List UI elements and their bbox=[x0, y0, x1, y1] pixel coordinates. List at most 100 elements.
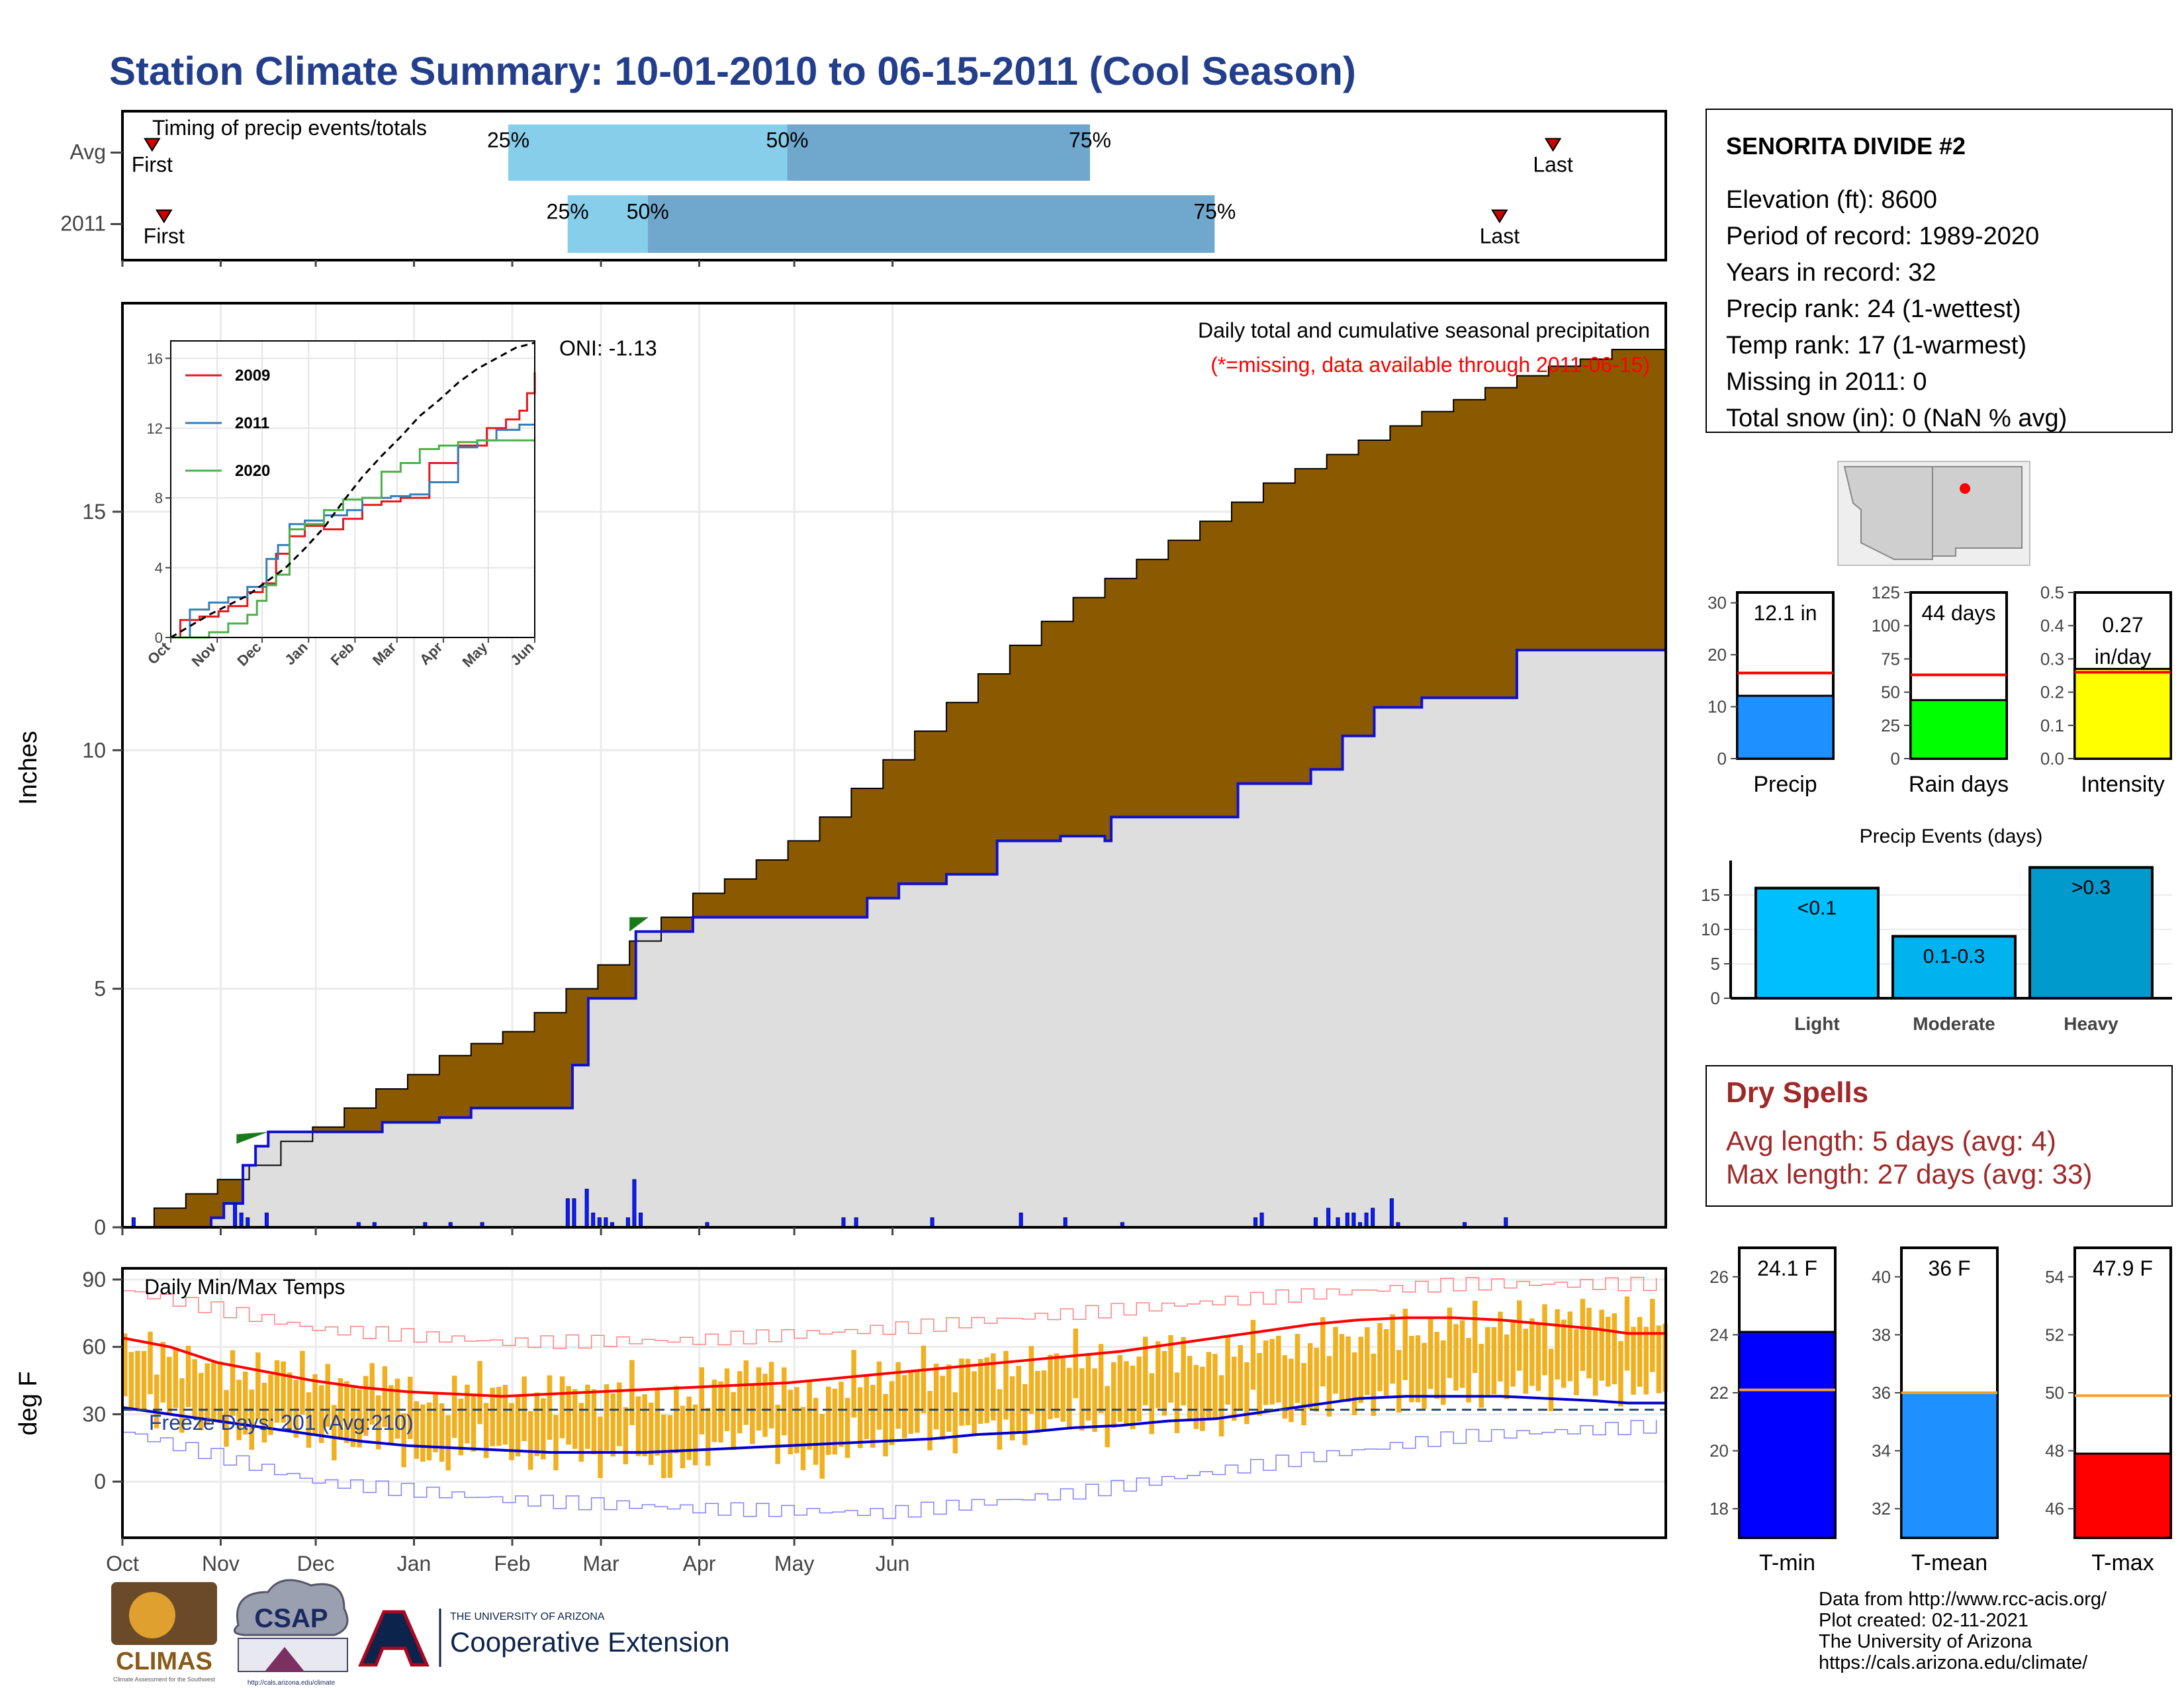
temp-daily-bar bbox=[1048, 1354, 1053, 1420]
temp-daily-bar bbox=[1466, 1338, 1471, 1403]
timing-bar-q2 bbox=[787, 124, 1090, 181]
dry-spells-frame bbox=[1706, 1065, 2173, 1207]
temp-summary-ytick-label: 26 bbox=[1709, 1267, 1729, 1287]
timing-q50-label: 50% bbox=[627, 200, 669, 224]
temp-daily-bar bbox=[711, 1380, 717, 1442]
temp-daily-bar bbox=[832, 1388, 838, 1455]
events-bar-moderate bbox=[1891, 935, 2017, 1000]
temp-daily-bar bbox=[1136, 1356, 1142, 1422]
temp-daily-bar bbox=[1592, 1329, 1598, 1396]
temp-daily-bar bbox=[921, 1345, 927, 1413]
temp-panel: 0 30 60 90 Oct Nov Dec Jan Feb Mar Apr May Jun Dail… bbox=[15, 1267, 1668, 1575]
temp-daily-bar bbox=[1650, 1299, 1655, 1372]
temp-daily-bar bbox=[762, 1374, 768, 1437]
temp-summary-bars: 24.1 F 18 20 22 24 26 T-min 36 F 32 34 36 38 40 T-mea… bbox=[1709, 1246, 2172, 1575]
temp-daily-bar bbox=[1447, 1307, 1453, 1378]
temp-daily-bar bbox=[236, 1380, 242, 1440]
daily-precip-bar bbox=[572, 1198, 576, 1228]
mini-bar-label: Intensity bbox=[2081, 772, 2165, 797]
temp-daily-bar bbox=[794, 1387, 799, 1454]
temp-daily-bar bbox=[122, 1333, 128, 1397]
timing-bar-q1 bbox=[508, 124, 788, 181]
temp-daily-bar bbox=[433, 1391, 438, 1453]
temp-daily-bar bbox=[1561, 1319, 1567, 1388]
temp-daily-bar bbox=[1428, 1319, 1433, 1389]
temp-summary-bar-t-max bbox=[2073, 1452, 2172, 1539]
month-label: May bbox=[774, 1552, 814, 1575]
temp-daily-bar bbox=[991, 1353, 996, 1421]
temp-daily-bar bbox=[1156, 1341, 1161, 1409]
daily-precip-bar bbox=[841, 1217, 846, 1228]
timing-marker bbox=[1491, 209, 1508, 224]
temp-summary-value-label: 47.9 F bbox=[2093, 1256, 2153, 1280]
precip-ytick-label: 5 bbox=[94, 977, 106, 1001]
station-info-line: Years in record: 32 bbox=[1726, 259, 1936, 287]
events-ytick-label: 5 bbox=[1711, 954, 1720, 974]
cumulative-avg-area bbox=[122, 650, 1666, 1227]
temp-daily-bar bbox=[249, 1389, 255, 1450]
climas-subtitle: Climate Assessment for the Southwest bbox=[113, 1676, 216, 1683]
temp-daily-bar bbox=[192, 1359, 197, 1419]
temp-summary-label: T-max bbox=[2091, 1550, 2154, 1575]
temp-daily-bar bbox=[141, 1350, 147, 1410]
temp-daily-bar bbox=[737, 1371, 743, 1434]
events-category-label: Heavy bbox=[2064, 1013, 2118, 1034]
temp-daily-bar bbox=[908, 1371, 914, 1434]
temp-daily-bar bbox=[1206, 1352, 1212, 1419]
temp-daily-bar bbox=[895, 1362, 901, 1429]
temp-daily-bar bbox=[318, 1385, 324, 1443]
temp-summary-ytick-label: 52 bbox=[2045, 1325, 2064, 1344]
daily-precip-bar bbox=[246, 1217, 250, 1228]
missing-note: (*=missing, data available through 2011-… bbox=[1210, 353, 1650, 377]
temp-daily-bar bbox=[1276, 1335, 1281, 1403]
csap-mountain bbox=[265, 1647, 304, 1671]
temp-daily-bar bbox=[128, 1352, 134, 1411]
temp-daily-bar bbox=[1491, 1327, 1497, 1395]
temp-daily-bar bbox=[1586, 1307, 1592, 1379]
temp-daily-bar bbox=[502, 1385, 508, 1445]
temp-daily-bar bbox=[1535, 1324, 1541, 1391]
temp-daily-bar bbox=[1117, 1355, 1123, 1422]
temp-daily-bar bbox=[1269, 1338, 1275, 1405]
temp-ytick-label: 0 bbox=[94, 1470, 106, 1493]
temp-daily-bar bbox=[465, 1384, 470, 1444]
inset-ytick-label: 0 bbox=[155, 630, 163, 646]
inset-legend-label: 2020 bbox=[235, 462, 270, 480]
temp-summary-value-label: 24.1 F bbox=[1757, 1256, 1817, 1280]
temp-daily-bar bbox=[287, 1372, 293, 1432]
temp-daily-bar bbox=[173, 1348, 179, 1409]
precip-ylabel: Inches bbox=[15, 731, 42, 805]
temp-summary-ytick-label: 24 bbox=[1709, 1325, 1729, 1344]
daily-precip-bar bbox=[239, 1212, 244, 1228]
temp-daily-bar bbox=[1580, 1299, 1586, 1371]
temp-daily-bar bbox=[1326, 1356, 1332, 1417]
temp-daily-bar bbox=[369, 1363, 375, 1425]
temp-daily-bar bbox=[933, 1363, 939, 1430]
daily-precip-bar bbox=[1259, 1212, 1264, 1228]
temp-daily-bar bbox=[1459, 1320, 1465, 1388]
temp-daily-bar bbox=[1643, 1327, 1649, 1395]
temp-daily-bar bbox=[420, 1404, 426, 1462]
temp-daily-bar bbox=[1225, 1336, 1230, 1405]
mini-bar-ytick-label: 0 bbox=[1891, 749, 1900, 769]
temp-daily-bar bbox=[185, 1346, 191, 1407]
temp-daily-bar bbox=[541, 1398, 546, 1460]
daily-precip-bar bbox=[1326, 1207, 1331, 1228]
temp-daily-bar bbox=[604, 1384, 610, 1451]
temp-daily-bar bbox=[1098, 1344, 1104, 1413]
temp-daily-bar bbox=[509, 1403, 514, 1460]
temp-daily-bar bbox=[300, 1350, 305, 1415]
timing-q75-label: 75% bbox=[1193, 200, 1236, 224]
temp-frame bbox=[121, 1267, 1667, 1539]
temp-daily-bar bbox=[1574, 1329, 1579, 1395]
temp-daily-bar bbox=[1028, 1346, 1034, 1414]
events-chart: <0.1 Light 0.1-0.3 Moderate >0.3 Heavy 0 5 10 15 bbox=[1701, 861, 2172, 1034]
timing-label: Timing of precip events/totals bbox=[152, 116, 427, 140]
inset-legend-label: 2009 bbox=[235, 367, 270, 385]
temp-daily-bar bbox=[598, 1416, 603, 1478]
timing-panel: Timing of precip events/totals 25% 50% 75%… bbox=[60, 110, 1667, 267]
temp-daily-bar bbox=[839, 1382, 844, 1447]
temp-summary-label: T-min bbox=[1759, 1550, 1815, 1575]
temp-daily-bar bbox=[623, 1407, 629, 1465]
